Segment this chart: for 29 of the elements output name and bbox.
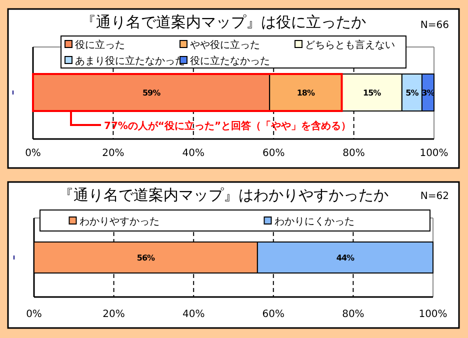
x-tick-label: 40% [182,309,205,320]
chart-title: 『通り名で道案内マップ』は役に立ったか [81,13,366,31]
data-label: 56% [136,254,156,262]
chart-title: 『通り名で道案内マップ』はわかりやすかったか [58,186,388,204]
text: N=66 [420,20,449,31]
x-tick-label: 20% [102,148,124,159]
x-tick-label: 0% [25,148,41,159]
x-tick-label: 80% [342,309,364,320]
x-tick-label: 80% [342,148,365,159]
x-tick-label: 20% [102,309,125,320]
legend-label: 役に立った [75,39,125,51]
data-label: 44% [336,254,355,262]
text: 77%の人が“役に立った”と回答（「やや」を含める） [104,120,352,132]
legend-label: 役に立たなかった [190,55,270,67]
legend-label: どちらとも言えない [305,39,395,51]
data-label: 5% [406,88,419,98]
x-tick-label: 100% [420,148,448,159]
x-tick-label: 60% [262,148,285,159]
legend-label: やや役に立った [190,39,260,51]
x-tick-label: 100% [418,309,448,320]
x-tick-label: 0% [26,309,42,320]
x-tick-label: 60% [262,309,285,320]
legend-label: わかりにくかった [274,216,354,228]
x-tick-label: 40% [182,148,205,159]
data-label: 18% [296,88,315,98]
data-label: 59% [142,88,161,98]
text: N=62 [420,191,449,202]
data-label: 15% [363,88,382,98]
legend-label: わかりやすかった [79,216,160,228]
